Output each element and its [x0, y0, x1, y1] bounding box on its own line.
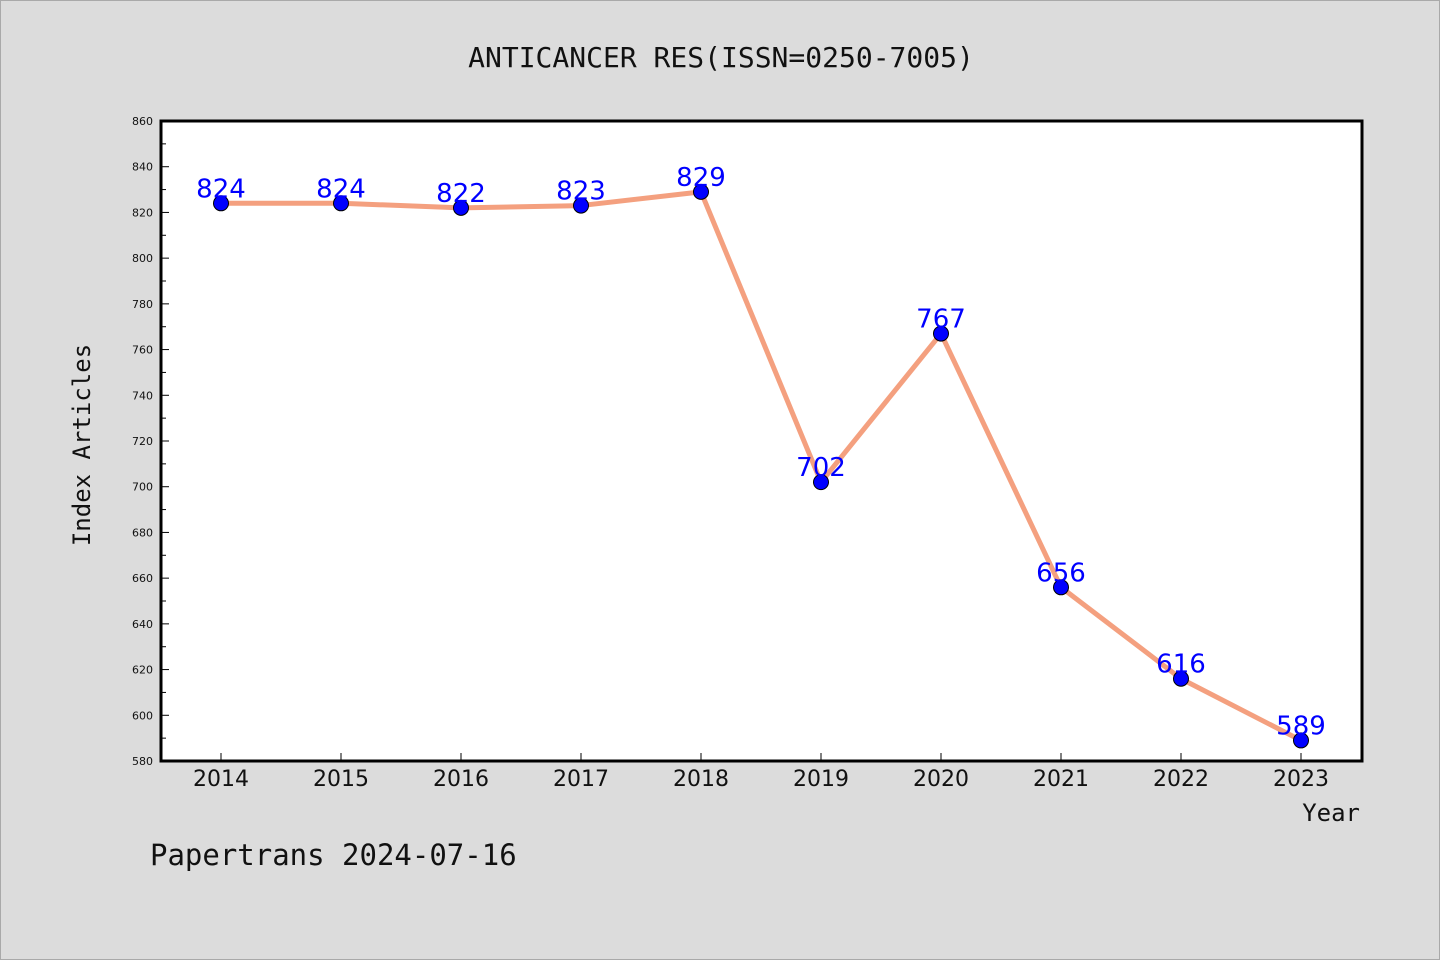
y-tick-label: 720	[132, 435, 153, 448]
data-point	[1173, 670, 1189, 687]
y-tick-label: 800	[132, 252, 153, 265]
y-tick-label: 620	[132, 664, 153, 677]
data-point	[693, 183, 709, 200]
data-label: 822	[436, 179, 486, 209]
x-tick-label: 2022	[1153, 767, 1209, 792]
x-axis-label: Year	[1302, 799, 1360, 827]
y-tick-label: 740	[132, 389, 153, 402]
x-tick-label: 2020	[913, 767, 969, 792]
data-point	[813, 474, 829, 491]
series-line	[218, 189, 1304, 743]
x-tick-label: 2021	[1033, 767, 1089, 792]
x-tick-label: 2023	[1273, 767, 1329, 792]
y-axis-label: Index Articles	[68, 344, 96, 546]
data-point	[333, 195, 349, 212]
data-point	[213, 195, 229, 212]
data-point	[1053, 579, 1069, 596]
chart-title: ANTICANCER RES(ISSN=0250-7005)	[468, 41, 974, 74]
y-tick-label: 840	[132, 161, 153, 174]
data-label: 829	[676, 163, 726, 193]
x-tick-label: 2015	[313, 767, 369, 792]
watermark-text: Papertrans 2024-07-16	[150, 838, 517, 872]
series-layer: 824 824 822 823 829 702 767 656 616 589	[196, 163, 1326, 749]
data-label: 767	[916, 305, 966, 335]
y-tick-label: 780	[132, 298, 153, 311]
data-label: 824	[196, 174, 246, 204]
data-label: 656	[1036, 558, 1086, 588]
x-tick-label: 2014	[193, 767, 249, 792]
data-label: 824	[316, 174, 366, 204]
data-point	[453, 199, 469, 216]
plot-area	[159, 119, 1364, 763]
y-tick-label: 600	[132, 709, 153, 722]
data-label: 702	[796, 453, 846, 483]
x-tick-label: 2019	[793, 767, 849, 792]
x-axis: 2014 2015 2016 2017 2018 2019 2020 2021 2022 2023	[193, 753, 1329, 792]
data-point	[573, 197, 589, 214]
y-tick-label: 700	[132, 481, 153, 494]
y-tick-label: 640	[132, 618, 153, 631]
data-label: 616	[1156, 650, 1206, 680]
data-point	[933, 325, 949, 342]
y-tick-label: 820	[132, 206, 153, 219]
y-tick-label: 580	[132, 755, 153, 768]
y-axis: 580 600 620 640 660 680 700 720 740 760 780 800 820 8…	[132, 115, 169, 768]
y-tick-label: 680	[132, 526, 153, 539]
y-tick-label: 860	[132, 115, 153, 128]
x-tick-label: 2018	[673, 767, 729, 792]
x-tick-label: 2017	[553, 767, 609, 792]
data-point	[1293, 732, 1309, 749]
y-tick-label: 760	[132, 344, 153, 357]
data-label: 823	[556, 177, 606, 207]
y-tick-label: 660	[132, 572, 153, 585]
x-tick-label: 2016	[433, 767, 489, 792]
data-label: 589	[1276, 711, 1326, 741]
